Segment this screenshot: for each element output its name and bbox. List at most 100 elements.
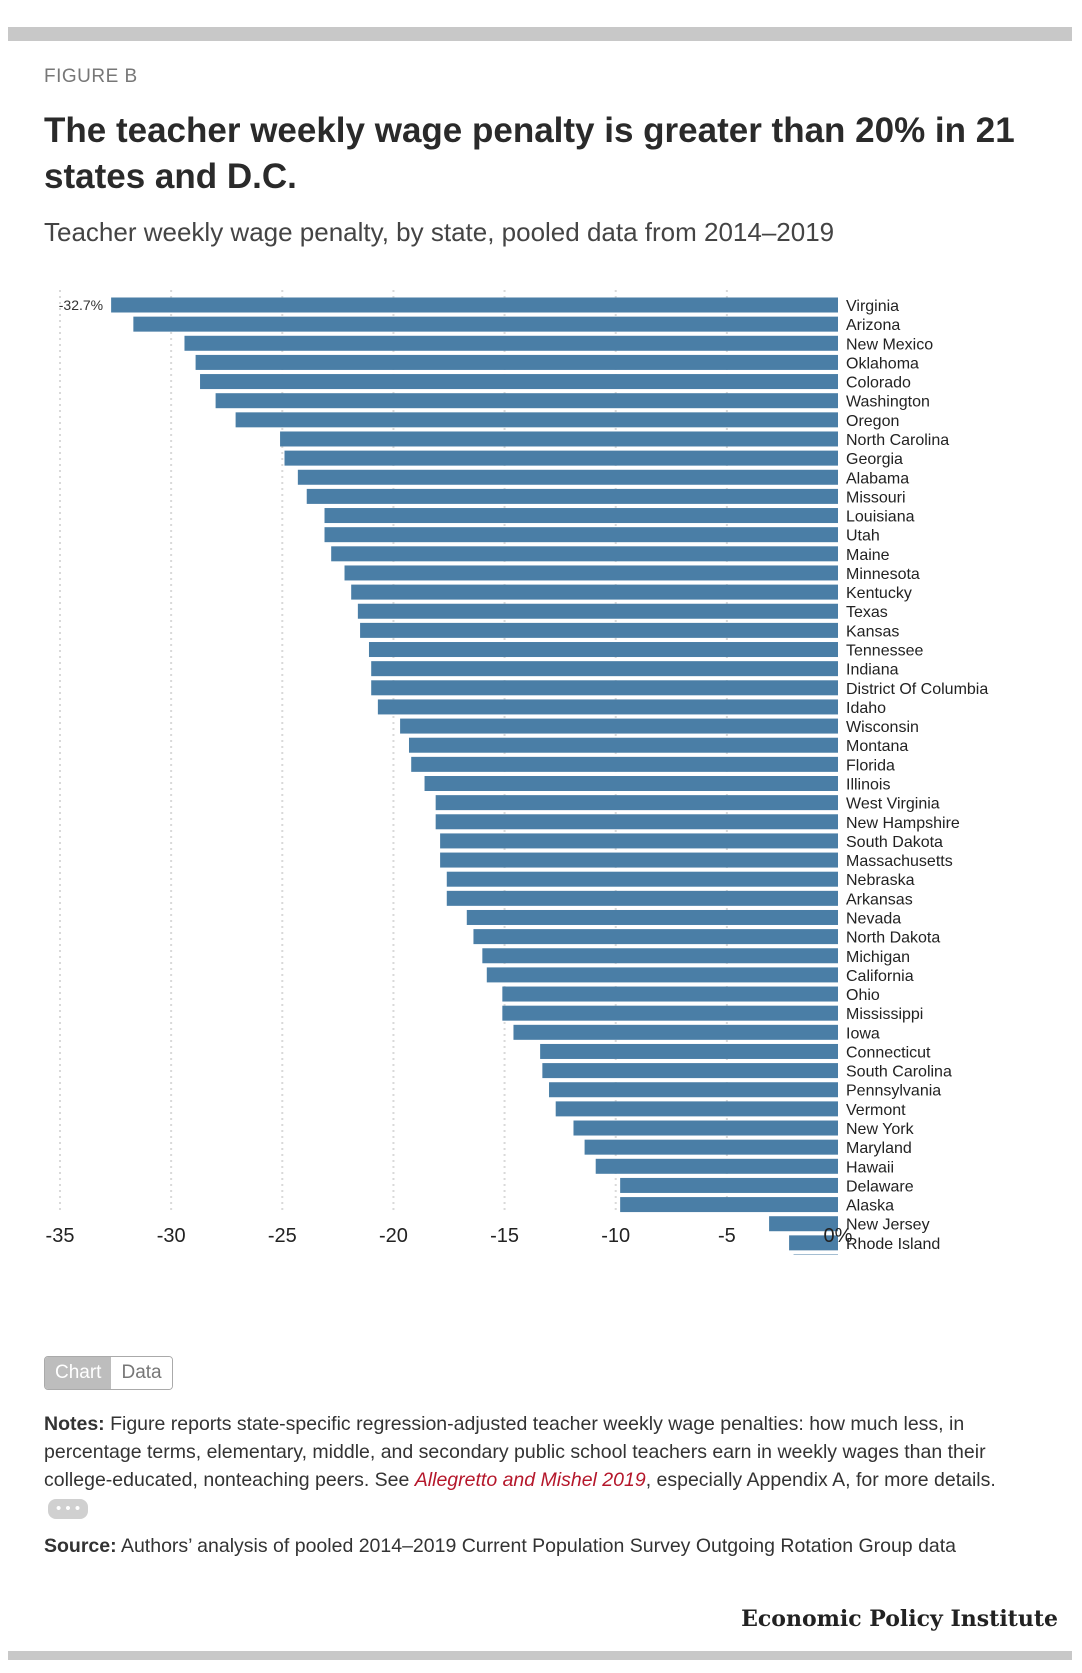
- more-button[interactable]: • • •: [48, 1498, 89, 1519]
- category-label: New York: [846, 1121, 915, 1138]
- x-tick-label: -20: [379, 1225, 408, 1247]
- bar: [482, 948, 838, 964]
- category-label: North Carolina: [846, 432, 949, 449]
- x-tick-label: 0%: [824, 1225, 853, 1247]
- figure-label: FIGURE B: [44, 66, 138, 87]
- category-label: Oregon: [846, 413, 899, 430]
- category-label: Louisiana: [846, 509, 915, 526]
- category-label: Nebraska: [846, 872, 915, 889]
- bar: [435, 814, 838, 830]
- bar: [235, 412, 838, 428]
- bar: [324, 527, 838, 543]
- bar: [793, 1254, 838, 1255]
- category-label: Nevada: [846, 910, 901, 927]
- category-label: Arizona: [846, 317, 900, 334]
- category-label: Missouri: [846, 489, 906, 506]
- chart-tab[interactable]: Chart: [45, 1357, 112, 1389]
- notes-link[interactable]: Allegretto and Mishel 2019: [414, 1469, 646, 1491]
- category-label: Texas: [846, 604, 888, 621]
- category-label: New Hampshire: [846, 815, 960, 832]
- bar: [573, 1120, 838, 1136]
- data-tab[interactable]: Data: [111, 1357, 172, 1389]
- bar: [446, 871, 838, 887]
- category-label: Washington: [846, 394, 930, 411]
- category-label: Idaho: [846, 700, 886, 717]
- bar: [424, 776, 838, 791]
- category-label: Rhode Island: [846, 1236, 940, 1253]
- category-label: Alaska: [846, 1198, 894, 1215]
- category-label: Tennessee: [846, 643, 923, 660]
- bar: [331, 546, 838, 562]
- bar: [297, 469, 838, 485]
- category-label: West Virginia: [846, 796, 940, 813]
- bar: [411, 756, 838, 772]
- bar: [486, 967, 838, 983]
- bar: [769, 1216, 838, 1232]
- bar-chart: Virginia Arizona New Mexico Oklahoma Colorad…: [46, 290, 988, 1255]
- category-label: Maryland: [846, 1140, 912, 1157]
- bar: [408, 737, 838, 753]
- bar: [195, 354, 838, 370]
- x-tick-label: -25: [268, 1225, 297, 1247]
- top-rule: [8, 27, 1072, 41]
- bar: [540, 1043, 838, 1059]
- notes-text: Figure reports state-specific regression…: [44, 1413, 986, 1491]
- category-label: Montana: [846, 738, 908, 755]
- data-label: -2.0%: [749, 1254, 786, 1255]
- bar: [595, 1158, 838, 1174]
- x-tick-label: -30: [157, 1225, 186, 1247]
- category-label: Kansas: [846, 623, 899, 640]
- bar: [111, 297, 838, 313]
- bar: [371, 661, 838, 677]
- bar: [502, 986, 838, 1002]
- category-label: Florida: [846, 757, 895, 774]
- bar: [473, 929, 838, 945]
- bar: [357, 603, 838, 619]
- category-label: North Dakota: [846, 930, 940, 947]
- notes-text-after: , especially Appendix A, for more detail…: [645, 1469, 996, 1491]
- category-label: New Mexico: [846, 336, 933, 353]
- category-label: Mississippi: [846, 1006, 923, 1023]
- bar: [371, 680, 838, 696]
- x-tick-label: -15: [490, 1225, 519, 1247]
- source: Source: Authors’ analysis of pooled 2014…: [44, 1532, 1034, 1560]
- bar: [440, 833, 838, 849]
- category-label: Indiana: [846, 662, 899, 679]
- x-tick-label: -5: [718, 1225, 736, 1247]
- source-label: Source:: [44, 1535, 117, 1557]
- bottom-rule: [8, 1651, 1072, 1660]
- bar: [584, 1139, 838, 1155]
- category-label: Hawaii: [846, 1159, 894, 1176]
- bar: [184, 335, 839, 351]
- bar: [368, 642, 838, 658]
- bar: [502, 1005, 838, 1021]
- notes-label: Notes:: [44, 1413, 105, 1435]
- category-label: Alabama: [846, 470, 909, 487]
- category-label: South Carolina: [846, 1064, 952, 1081]
- bar: [200, 374, 839, 390]
- x-tick-label: -35: [46, 1225, 75, 1247]
- category-label: Kentucky: [846, 585, 912, 602]
- bar: [133, 316, 839, 332]
- bar: [284, 450, 839, 466]
- bar: [440, 852, 838, 868]
- bar: [466, 909, 838, 925]
- bar: [435, 795, 838, 811]
- bar: [306, 488, 838, 504]
- category-label: Arkansas: [846, 891, 913, 908]
- bar: [400, 718, 838, 734]
- category-label: Illinois: [846, 777, 890, 794]
- bar: [280, 431, 838, 447]
- category-label: Pennsylvania: [846, 1083, 941, 1100]
- category-label: Oklahoma: [846, 355, 919, 372]
- x-tick-label: -10: [601, 1225, 630, 1247]
- bar: [446, 890, 838, 906]
- category-label: Connecticut: [846, 1044, 931, 1061]
- view-toggle: Chart Data: [44, 1356, 173, 1390]
- category-label: Virginia: [846, 298, 899, 315]
- category-label: Iowa: [846, 1025, 880, 1042]
- bar: [620, 1177, 838, 1193]
- bar: [351, 584, 838, 600]
- bar: [555, 1101, 838, 1117]
- brand-logo: Economic Policy Institute: [741, 1606, 1058, 1632]
